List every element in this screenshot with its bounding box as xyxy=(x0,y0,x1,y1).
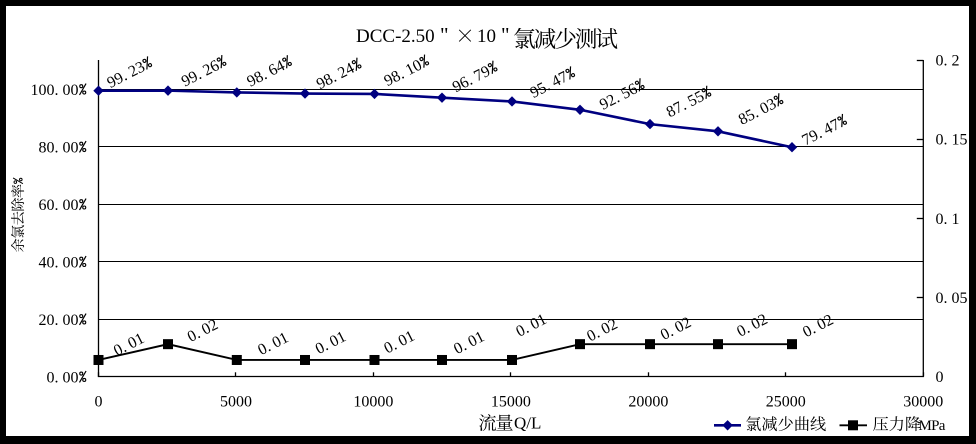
svg-text:0. 1: 0. 1 xyxy=(936,211,960,228)
svg-text:5000: 5000 xyxy=(220,394,252,411)
svg-text:Q/L: Q/L xyxy=(514,414,541,433)
svg-text:0. 2: 0. 2 xyxy=(936,53,960,70)
svg-text:0. 00: 0. 00 xyxy=(47,370,79,387)
svg-text:10: 10 xyxy=(477,26,496,47)
svg-text:MPa: MPa xyxy=(919,418,946,434)
svg-text:20. 00: 20. 00 xyxy=(39,312,79,329)
svg-text:100. 00: 100. 00 xyxy=(31,82,79,99)
svg-text:0: 0 xyxy=(936,369,944,386)
svg-text:0. 05: 0. 05 xyxy=(936,290,968,307)
svg-text:30000: 30000 xyxy=(903,394,943,411)
svg-text:10000: 10000 xyxy=(353,394,393,411)
svg-text:20000: 20000 xyxy=(628,394,668,411)
svg-text:": " xyxy=(501,23,510,47)
svg-text:": " xyxy=(440,23,449,47)
svg-text:15000: 15000 xyxy=(491,394,531,411)
svg-text:25000: 25000 xyxy=(766,394,806,411)
svg-text:DCC-2.50: DCC-2.50 xyxy=(356,26,435,47)
svg-text:0. 15: 0. 15 xyxy=(936,132,968,149)
svg-text:80. 00: 80. 00 xyxy=(39,140,79,157)
svg-text:0: 0 xyxy=(95,394,103,411)
svg-text:40. 00: 40. 00 xyxy=(39,255,79,272)
svg-text:60. 00: 60. 00 xyxy=(39,197,79,214)
